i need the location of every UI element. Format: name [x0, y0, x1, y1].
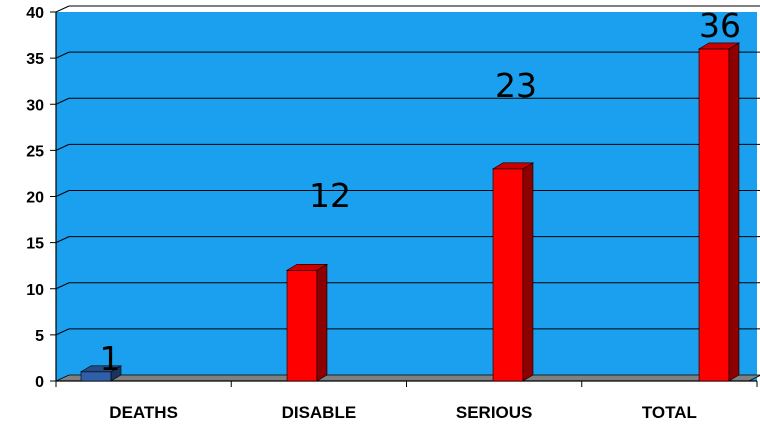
- bar-total: [697, 42, 741, 382]
- y-tick-label: 35: [26, 51, 44, 68]
- x-category-label: DISABLE: [282, 403, 357, 422]
- bar-side: [728, 42, 740, 382]
- gridline-side: [55, 143, 70, 151]
- y-tick-label: 30: [26, 97, 44, 114]
- bar-front: [286, 269, 318, 382]
- gridline-side: [55, 51, 70, 59]
- data-label-serious: 23: [495, 66, 537, 105]
- y-tick-label: 0: [35, 374, 44, 391]
- y-tick-label: 25: [26, 143, 44, 160]
- bar-front: [492, 168, 524, 382]
- plot-area: [56, 12, 757, 381]
- bar-top: [285, 263, 329, 271]
- bar-side: [316, 263, 328, 382]
- gridlines: [55, 5, 760, 336]
- floor-plane: [55, 374, 760, 382]
- y-axis-ticks: 0 5 10 15 20 25 30 35 40: [26, 5, 56, 391]
- gridline-side: [55, 5, 70, 13]
- gridline-side: [55, 282, 70, 290]
- y-tick-label: 5: [35, 328, 44, 345]
- y-tick-label: 15: [26, 236, 44, 253]
- x-category-label: DEATHS: [109, 403, 178, 422]
- bar-front: [698, 48, 730, 382]
- gridline-side: [55, 328, 70, 336]
- chart-floor: [55, 374, 760, 382]
- gridline-side: [55, 97, 70, 105]
- bar-disable: [285, 263, 329, 382]
- data-labels: 1 12 23 36: [100, 6, 742, 378]
- bar-top: [79, 365, 123, 373]
- bar-serious: [491, 162, 535, 382]
- y-tick-label: 10: [26, 282, 44, 299]
- data-label-deaths: 1: [100, 339, 121, 378]
- plot-background: [56, 12, 757, 381]
- x-axis-categories: DEATHS DISABLE SERIOUS TOTAL: [55, 381, 758, 422]
- bar-top: [697, 42, 741, 50]
- bars: [79, 42, 741, 382]
- bar-side: [522, 162, 534, 382]
- data-label-total: 36: [699, 6, 741, 45]
- gridline-side: [55, 236, 70, 244]
- y-tick-label: 20: [26, 190, 44, 207]
- x-category-label: TOTAL: [642, 403, 697, 422]
- data-label-disable: 12: [309, 176, 351, 215]
- y-tick-label: 40: [26, 5, 44, 22]
- gridline-side: [55, 190, 70, 197]
- x-category-label: SERIOUS: [456, 403, 533, 422]
- bar-top: [491, 162, 535, 170]
- bar-deaths: [79, 365, 123, 382]
